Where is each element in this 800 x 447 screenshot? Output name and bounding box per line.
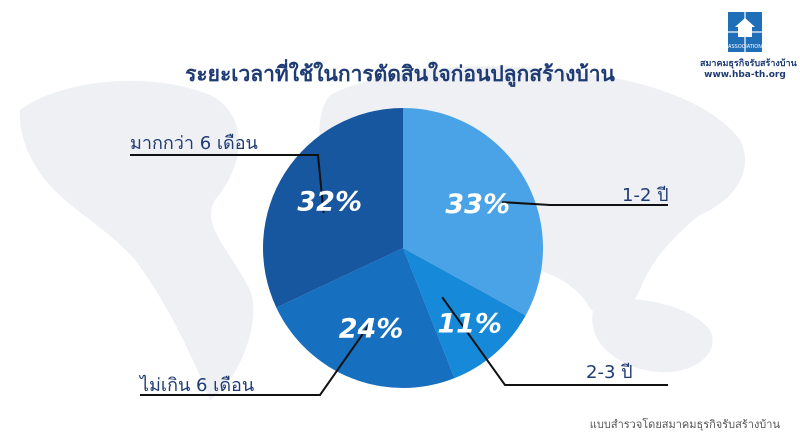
data-label-1-2-years: 33%	[445, 189, 510, 220]
legend-label-2-3-years: 2-3 ปี	[586, 362, 633, 383]
leader-line-1-2-years	[502, 201, 668, 206]
leader-line-over-6-months	[130, 154, 325, 214]
legend-label-under-6-months: ไม่เกิน 6 เดือน	[140, 375, 255, 396]
data-label-under-6-months: 24%	[339, 314, 404, 345]
logo-website-link[interactable]: www.hba-th.org	[704, 70, 786, 80]
association-logo: ASSOCIATION สมาคมธุรกิจรับสร้างบ้าน www.…	[700, 12, 797, 80]
legend-label-over-6-months: มากกว่า 6 เดือน	[130, 133, 258, 154]
pie-slice-over-6-months	[263, 108, 403, 308]
chart-title: ระยะเวลาที่ใช้ในการตัดสินใจก่อนปลูกสร้าง…	[185, 62, 615, 86]
pie-slice-under-6-months	[276, 248, 455, 388]
pie-slice-1-2-years	[403, 108, 544, 316]
house-logo-icon: ASSOCIATION	[728, 12, 762, 52]
leader-line-under-6-months	[140, 318, 375, 396]
pie-slice-2-3-years	[403, 248, 526, 379]
logo-association-name: สมาคมธุรกิจรับสร้างบ้าน	[700, 59, 797, 69]
leader-line-2-3-years	[441, 296, 668, 386]
legend-label-1-2-years: 1-2 ปี	[622, 185, 669, 206]
data-label-2-3-years: 11%	[437, 309, 502, 340]
logo-mark-text: ASSOCIATION	[728, 44, 762, 50]
data-label-over-6-months: 32%	[297, 186, 362, 217]
survey-footnote: แบบสำรวจโดยสมาคมธุรกิจรับสร้างบ้าน	[589, 418, 780, 431]
